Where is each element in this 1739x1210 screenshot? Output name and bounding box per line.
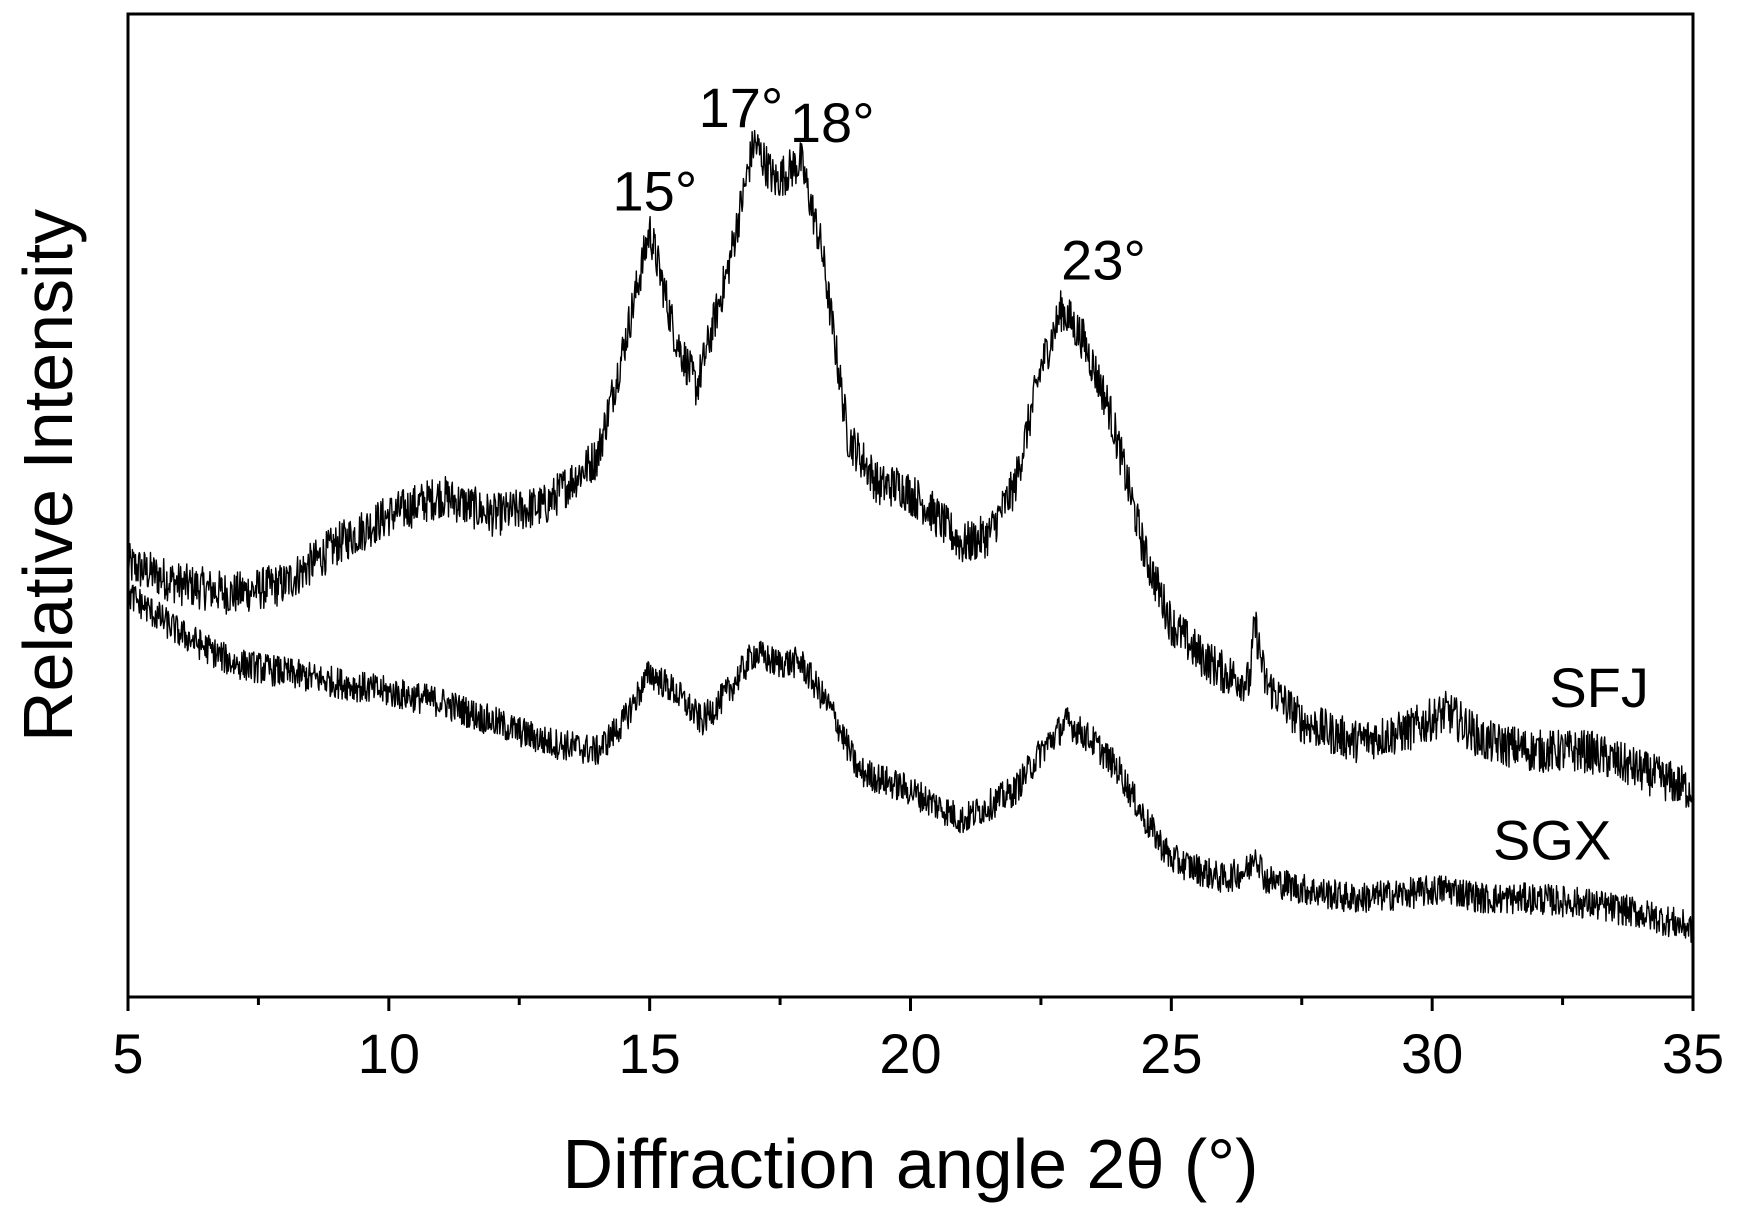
x-tick-label: 25: [1140, 1022, 1202, 1085]
peak-annotation: 18°: [790, 91, 875, 154]
x-tick-label: 35: [1662, 1022, 1724, 1085]
series-line-sfj: [127, 129, 1694, 809]
peak-annotation: 17°: [699, 76, 784, 139]
series-labels: SFJ SGX: [1493, 656, 1649, 871]
series-label-sfj: SFJ: [1549, 656, 1649, 719]
x-tick-label: 20: [879, 1022, 941, 1085]
peak-annotations: 15°17° 18° 23°: [613, 76, 1146, 291]
series-group: [127, 129, 1694, 943]
series-label-sgx: SGX: [1493, 808, 1611, 871]
y-axis-title: Relative Intensity: [9, 209, 87, 742]
x-axis-title: Diffraction angle 2θ (°): [563, 1125, 1259, 1203]
peak-annotation: 15°: [613, 160, 698, 223]
x-tick-label: 5: [112, 1022, 143, 1085]
x-tick-label: 10: [358, 1022, 420, 1085]
series-line-sgx: [127, 579, 1694, 943]
x-tick-label: 15: [619, 1022, 681, 1085]
x-tick-label: 30: [1401, 1022, 1463, 1085]
x-axis: 5 10 15 20 25 30 35: [112, 997, 1724, 1085]
peak-annotation: 23°: [1061, 228, 1146, 291]
